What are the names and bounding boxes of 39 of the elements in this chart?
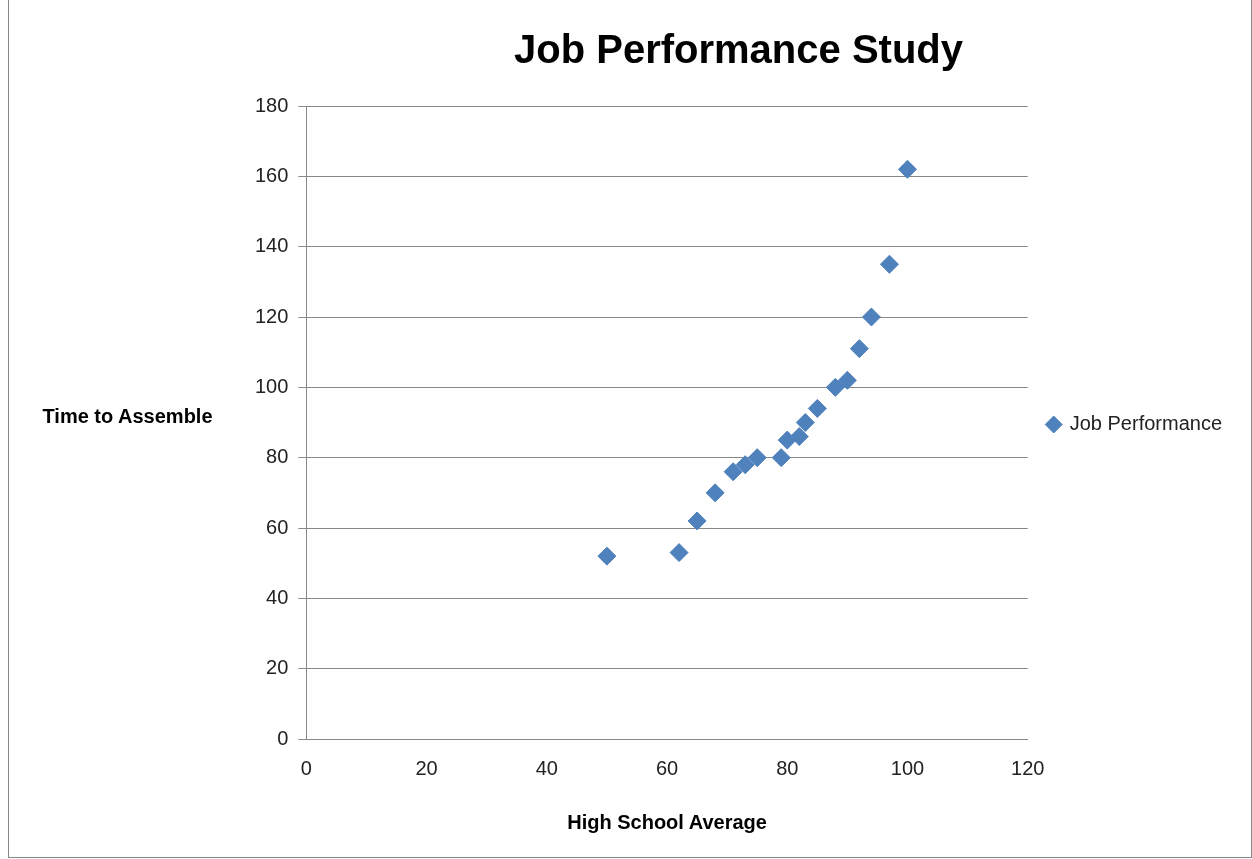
y-tick-label: 120 [254, 304, 289, 327]
point [777, 430, 797, 450]
point [879, 254, 899, 274]
point [723, 462, 743, 482]
y-tick-label: 80 [266, 445, 289, 468]
point [747, 448, 767, 468]
point [705, 483, 725, 503]
x-tick-label: 80 [776, 756, 799, 779]
x-tick-label: 0 [300, 756, 312, 779]
y-tick-label: 140 [254, 234, 289, 257]
chart-title: Job Performance Study [513, 27, 964, 72]
x-tick-label: 100 [890, 756, 925, 779]
x-axis-title: High School Average [567, 810, 767, 833]
point [849, 339, 869, 359]
point [669, 543, 689, 563]
x-tick-label: 40 [535, 756, 558, 779]
legend-label: Job Performance [1069, 412, 1222, 435]
point [789, 427, 809, 447]
point [771, 448, 791, 468]
y-tick-label: 60 [266, 515, 289, 538]
point [807, 398, 827, 418]
y-axis-title: Time to Assemble [41, 405, 214, 428]
y-tick-label: 180 [254, 93, 289, 116]
point [897, 159, 917, 179]
point [687, 511, 707, 531]
point [825, 377, 845, 397]
x-tick-label: 60 [655, 756, 679, 779]
y-tick-label: 100 [254, 374, 289, 397]
x-tick-label: 20 [415, 756, 438, 779]
x-tick-label: 120 [1011, 756, 1045, 779]
point [735, 455, 755, 475]
y-tick-label: 160 [254, 163, 289, 186]
y-tick-label: 20 [266, 656, 289, 679]
point [597, 546, 617, 566]
y-tick-label: 0 [277, 726, 289, 749]
point [795, 413, 815, 432]
point [861, 307, 881, 327]
y-tick-label: 40 [266, 585, 289, 608]
point [837, 370, 857, 390]
